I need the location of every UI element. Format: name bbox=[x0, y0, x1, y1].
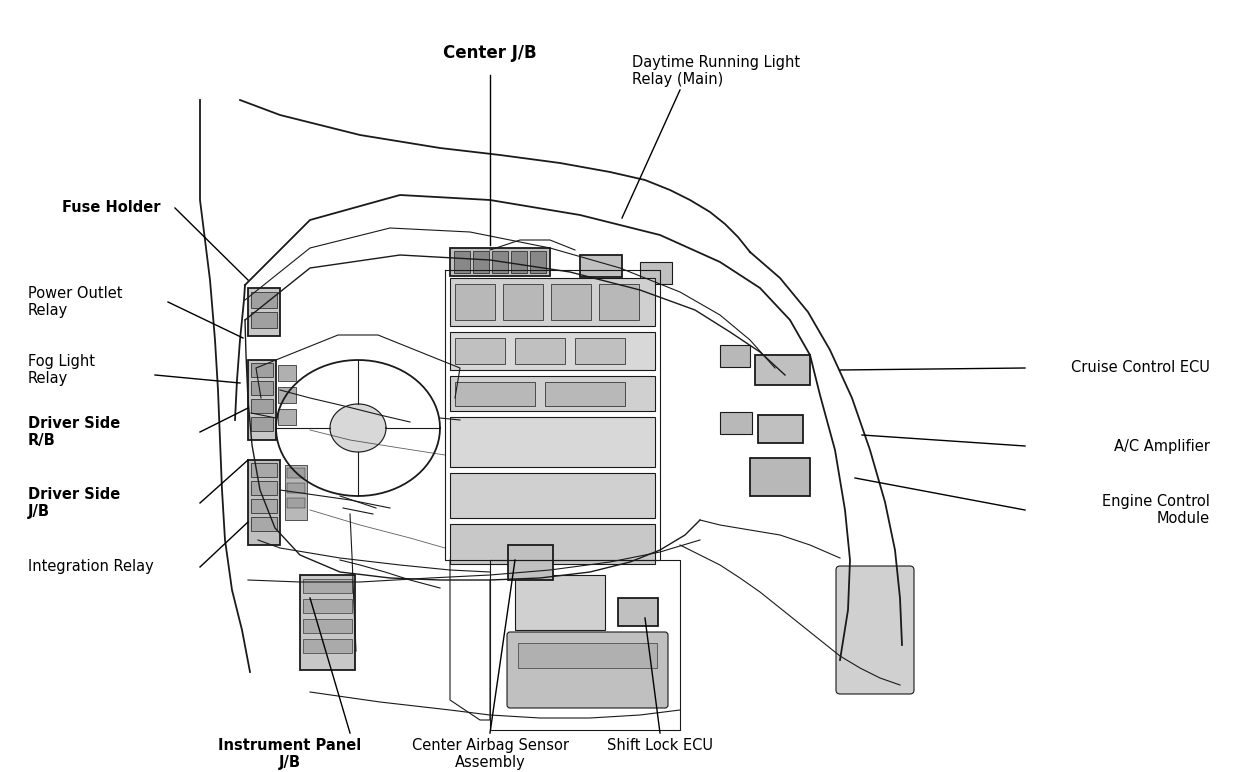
Bar bbox=[303, 639, 352, 653]
Bar bbox=[579, 255, 621, 277]
Bar bbox=[285, 465, 307, 520]
Bar bbox=[517, 643, 657, 668]
Bar bbox=[551, 284, 591, 320]
Bar bbox=[287, 483, 305, 493]
Bar bbox=[454, 251, 470, 273]
Bar bbox=[248, 360, 276, 440]
Bar bbox=[530, 251, 546, 273]
Polygon shape bbox=[331, 404, 386, 452]
Bar bbox=[515, 575, 605, 630]
Bar bbox=[599, 284, 639, 320]
Bar bbox=[251, 312, 277, 328]
Bar bbox=[287, 498, 305, 508]
Bar bbox=[755, 355, 810, 385]
Bar bbox=[251, 481, 277, 495]
Text: Integration Relay: Integration Relay bbox=[28, 560, 154, 574]
Bar bbox=[248, 460, 280, 545]
Bar bbox=[449, 278, 655, 326]
Bar bbox=[574, 338, 625, 364]
Bar bbox=[300, 575, 355, 670]
Bar bbox=[473, 251, 489, 273]
Bar bbox=[248, 288, 280, 336]
Bar bbox=[251, 292, 277, 308]
Bar bbox=[449, 417, 655, 467]
Bar bbox=[251, 463, 277, 477]
Text: Daytime Running Light
Relay (Main): Daytime Running Light Relay (Main) bbox=[633, 55, 800, 87]
Bar bbox=[750, 458, 810, 496]
Bar bbox=[303, 599, 352, 613]
Text: Center J/B: Center J/B bbox=[443, 44, 537, 62]
Text: Engine Control
Module: Engine Control Module bbox=[1102, 494, 1210, 527]
Bar bbox=[279, 387, 296, 403]
Text: Driver Side
J/B: Driver Side J/B bbox=[28, 487, 120, 520]
FancyBboxPatch shape bbox=[836, 566, 914, 694]
Bar bbox=[279, 409, 296, 425]
Text: A/C Amplifier: A/C Amplifier bbox=[1114, 438, 1210, 453]
Bar bbox=[251, 381, 274, 395]
Bar bbox=[618, 598, 659, 626]
Text: Center Airbag Sensor
Assembly: Center Airbag Sensor Assembly bbox=[411, 738, 568, 770]
Bar bbox=[279, 365, 296, 381]
Bar bbox=[721, 412, 751, 434]
Bar bbox=[251, 499, 277, 513]
Text: Shift Lock ECU: Shift Lock ECU bbox=[607, 738, 713, 753]
Bar bbox=[449, 473, 655, 518]
Bar bbox=[449, 524, 655, 564]
Bar bbox=[251, 399, 274, 413]
Bar bbox=[456, 338, 505, 364]
FancyBboxPatch shape bbox=[508, 632, 669, 708]
Bar bbox=[758, 415, 803, 443]
Text: Instrument Panel
J/B: Instrument Panel J/B bbox=[218, 738, 361, 770]
Bar bbox=[503, 284, 543, 320]
Bar bbox=[491, 251, 508, 273]
Bar bbox=[251, 363, 274, 377]
Bar bbox=[456, 284, 495, 320]
Bar bbox=[456, 382, 535, 406]
Text: Power Outlet
Relay: Power Outlet Relay bbox=[28, 286, 123, 318]
Bar bbox=[251, 417, 274, 431]
Bar bbox=[303, 579, 352, 593]
Bar bbox=[511, 251, 527, 273]
Text: Fog Light
Relay: Fog Light Relay bbox=[28, 354, 95, 386]
Bar bbox=[545, 382, 625, 406]
Bar bbox=[303, 619, 352, 633]
Bar bbox=[449, 376, 655, 411]
Bar bbox=[640, 262, 672, 284]
Text: Driver Side
R/B: Driver Side R/B bbox=[28, 416, 120, 449]
Bar bbox=[515, 338, 565, 364]
Bar bbox=[287, 468, 305, 478]
Bar bbox=[251, 517, 277, 531]
Text: Fuse Holder: Fuse Holder bbox=[62, 201, 161, 215]
Bar bbox=[508, 545, 553, 580]
Text: Cruise Control ECU: Cruise Control ECU bbox=[1071, 361, 1210, 375]
Bar bbox=[721, 345, 750, 367]
Bar bbox=[449, 248, 550, 276]
Bar bbox=[449, 332, 655, 370]
